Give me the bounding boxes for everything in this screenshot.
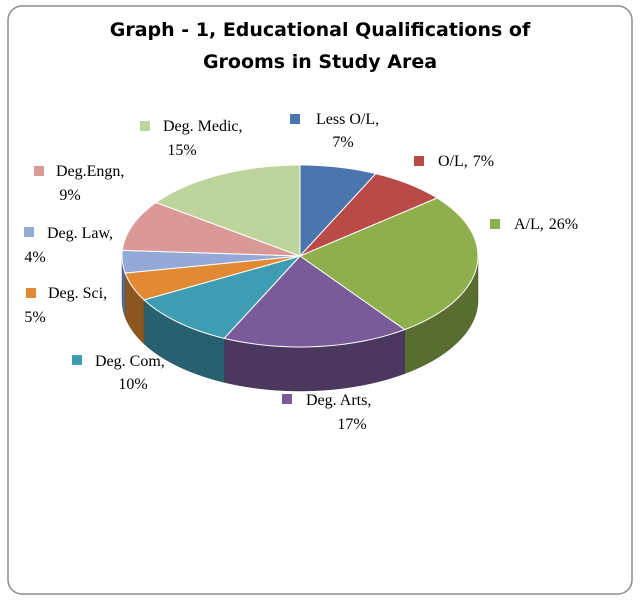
- data-label: Deg. Arts,: [306, 392, 371, 409]
- category-label: Deg.Engn,: [56, 163, 124, 180]
- value-label: 9%: [59, 187, 80, 204]
- category-label: Deg. Law,: [47, 225, 113, 242]
- label-marker: [34, 166, 44, 176]
- category-label: Deg. Com,: [95, 353, 165, 370]
- pie-slice: [299, 164, 377, 258]
- data-label: Deg. Medic,: [163, 118, 243, 135]
- pie-slice: [121, 249, 301, 274]
- data-label: Deg. Com,: [95, 353, 165, 370]
- value-label: 10%: [118, 376, 147, 393]
- data-label: Deg. Law,: [47, 225, 113, 242]
- value-label: 5%: [24, 309, 45, 326]
- pie-slice: [143, 255, 302, 339]
- value-label: 15%: [167, 142, 196, 159]
- data-label: Deg. Sci,: [48, 285, 107, 302]
- label-marker: [72, 355, 82, 365]
- pie-slice: [299, 173, 439, 257]
- value-label: 26%: [549, 216, 578, 233]
- label-marker: [414, 156, 424, 166]
- category-label: O/L,: [438, 153, 468, 170]
- pie-slice: [298, 197, 479, 331]
- pie-slice: [124, 255, 301, 301]
- category-label: A/L,: [514, 216, 544, 233]
- value-label: 4%: [24, 249, 45, 266]
- category-label: Less O/L,: [316, 111, 379, 128]
- value-label: 7%: [473, 153, 494, 170]
- label-marker: [290, 114, 300, 124]
- label-marker: [490, 219, 500, 229]
- pie-slice: [121, 201, 301, 257]
- label-marker: [24, 227, 34, 237]
- pie-walls: [121, 255, 479, 392]
- value-label: 7%: [332, 134, 353, 151]
- data-label: O/L, 7%: [438, 153, 494, 170]
- data-label: Deg.Engn,: [56, 163, 124, 180]
- pie-slice: [154, 164, 301, 257]
- label-marker: [26, 288, 36, 298]
- category-label: Deg. Sci,: [48, 285, 107, 302]
- label-marker: [140, 121, 150, 131]
- pie-slice: [223, 255, 406, 348]
- chart-title: Graph - 1, Educational Qualifications of…: [109, 19, 531, 73]
- label-marker: [282, 394, 292, 404]
- pie-tops: [121, 164, 479, 348]
- category-label: Deg. Medic,: [163, 118, 243, 135]
- value-label: 17%: [337, 416, 366, 433]
- category-label: Deg. Arts,: [306, 392, 371, 409]
- labels: Less O/L, 7% O/L, 7% A/L, 26% Deg. Arts, 17% Deg…: [24, 111, 578, 433]
- data-label: A/L, 26%: [514, 216, 578, 233]
- data-label: Less O/L,: [316, 111, 379, 128]
